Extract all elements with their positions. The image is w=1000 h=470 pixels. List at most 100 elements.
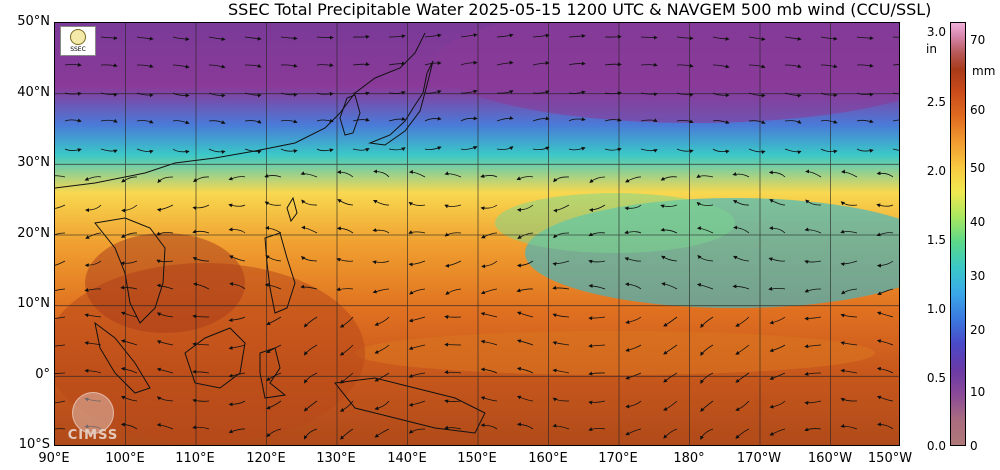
wind-arrow bbox=[156, 283, 174, 290]
wind-arrow bbox=[892, 148, 899, 151]
wind-arrow bbox=[840, 313, 858, 318]
ssec-logo-text: SSEC bbox=[70, 46, 86, 53]
wind-arrow bbox=[892, 92, 899, 95]
wind-arrow bbox=[408, 201, 426, 206]
wind-arrow bbox=[228, 372, 246, 378]
wind-arrow bbox=[100, 118, 118, 123]
wind-arrow bbox=[120, 395, 138, 402]
wind-arrow bbox=[460, 116, 478, 122]
wind-arrow bbox=[516, 260, 534, 268]
wind-arrow bbox=[697, 254, 714, 262]
wind-arrow bbox=[304, 372, 318, 384]
wind-arrow bbox=[408, 344, 426, 350]
wind-arrow bbox=[301, 199, 318, 206]
wind-arrow bbox=[100, 63, 118, 68]
wind-arrow bbox=[552, 260, 570, 267]
wind-arrow bbox=[784, 36, 802, 41]
wind-arrow bbox=[877, 288, 894, 296]
wind-arrow bbox=[408, 260, 426, 267]
lon-label-100e: 100°E bbox=[105, 451, 145, 466]
wind-arrow bbox=[805, 199, 822, 206]
wind-arrow bbox=[820, 119, 838, 124]
wind-arrow bbox=[316, 35, 334, 40]
lon-label-180: 180° bbox=[673, 451, 705, 466]
wind-arrow bbox=[769, 400, 786, 409]
sulawesi-outline bbox=[259, 347, 287, 399]
wind-arrow bbox=[266, 372, 282, 382]
wind-arrow bbox=[553, 232, 570, 239]
wind-arrow bbox=[481, 260, 498, 269]
wind-arrow bbox=[228, 428, 246, 434]
map-area[interactable] bbox=[54, 22, 900, 446]
wind-arrow bbox=[336, 257, 354, 262]
wind-arrow bbox=[480, 312, 498, 318]
wind-arrow bbox=[208, 92, 226, 98]
wind-arrow bbox=[264, 173, 282, 178]
wind-arrow bbox=[280, 36, 298, 41]
wind-arrow bbox=[266, 316, 282, 326]
wind-arrow bbox=[374, 400, 390, 411]
wind-arrow bbox=[733, 225, 750, 234]
wind-arrow bbox=[840, 201, 858, 206]
wind-arrow bbox=[265, 255, 282, 262]
wind-arrow bbox=[856, 63, 874, 68]
wind-arrow bbox=[735, 344, 750, 355]
wind-arrow bbox=[604, 62, 622, 67]
taiwan-outline bbox=[286, 196, 298, 223]
wind-arrow bbox=[55, 204, 66, 209]
wind-arrow bbox=[336, 226, 354, 234]
wind-arrow bbox=[640, 35, 658, 40]
wind-arrow bbox=[339, 316, 354, 328]
wind-arrow bbox=[804, 400, 822, 405]
wind-arrow bbox=[136, 64, 154, 68]
wind-arrow bbox=[208, 148, 226, 154]
wind-arrow bbox=[700, 372, 714, 385]
wind-arrow bbox=[552, 368, 570, 374]
wind-arrow bbox=[409, 288, 426, 295]
wind-arrow bbox=[303, 316, 318, 328]
wind-arrow bbox=[856, 148, 874, 153]
wind-arrow bbox=[445, 288, 462, 295]
wind-arrow bbox=[136, 36, 154, 41]
wind-arrow bbox=[445, 260, 462, 268]
wind-arrow bbox=[408, 169, 426, 178]
wind-arrow bbox=[460, 60, 478, 66]
korea-outline bbox=[339, 94, 361, 136]
wind-arrow bbox=[64, 118, 82, 123]
moist-itcz bbox=[355, 331, 875, 375]
colorbar-inch-tick: 0.5 bbox=[926, 371, 946, 385]
colorbar-inch-tick: 3.0 bbox=[926, 25, 946, 39]
wind-arrow bbox=[244, 92, 262, 98]
wind-arrow bbox=[663, 316, 678, 327]
wind-arrow bbox=[444, 232, 462, 237]
wind-arrow bbox=[172, 120, 190, 125]
lat-label-equator: 0° bbox=[35, 367, 50, 382]
wind-arrow bbox=[660, 204, 678, 209]
wind-arrow bbox=[696, 282, 714, 290]
wind-arrow bbox=[388, 147, 406, 152]
wind-arrow bbox=[517, 232, 534, 239]
wind-arrow bbox=[84, 341, 102, 346]
wind-arrow bbox=[372, 288, 390, 294]
wind-arrow bbox=[496, 146, 514, 151]
sumatra-outline bbox=[94, 321, 151, 394]
wind-arrow bbox=[156, 422, 174, 430]
wind-arrow bbox=[64, 148, 82, 153]
colorbar-mm-tick: 40 bbox=[970, 215, 986, 229]
wind-arrow bbox=[172, 92, 190, 98]
wind-arrow bbox=[100, 92, 118, 97]
wind-arrow bbox=[516, 176, 534, 181]
wind-arrow bbox=[424, 116, 442, 122]
wind-arrow bbox=[532, 116, 550, 122]
wind-arrow bbox=[388, 61, 406, 66]
wind-arrow bbox=[625, 372, 642, 380]
wind-arrow bbox=[625, 400, 642, 409]
wind-arrow bbox=[172, 36, 190, 42]
wind-arrow bbox=[516, 422, 534, 430]
wind-arrow bbox=[208, 64, 226, 69]
wind-arrow bbox=[660, 227, 678, 234]
colorbar-inch-tick: 2.0 bbox=[926, 164, 946, 178]
wind-arrow bbox=[496, 90, 514, 94]
wind-arrow bbox=[266, 400, 282, 410]
wind-arrow bbox=[304, 344, 318, 356]
